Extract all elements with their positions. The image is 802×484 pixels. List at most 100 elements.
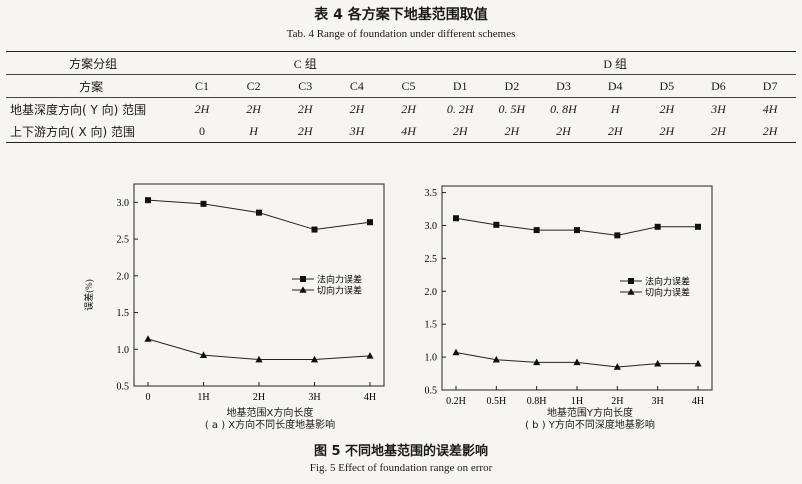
data-point-triangle (255, 355, 263, 363)
x-tick-label: 1H (197, 392, 209, 403)
data-point-square (614, 232, 621, 239)
scheme-cell-7: D2 (486, 74, 538, 98)
y-tick-label: 1.0 (425, 353, 438, 364)
x-range-cell-1: 0 (176, 120, 228, 143)
legend-label-1: 法向力误差 (317, 274, 362, 285)
legend-marker-triangle (299, 286, 307, 293)
scheme-cell-9: D4 (589, 74, 641, 98)
legend-marker-square (300, 276, 306, 282)
group-c-header: C 组 (176, 51, 435, 75)
x-tick-label: 0 (146, 392, 151, 403)
y-tick-label: 2.0 (117, 271, 130, 282)
y-tick-label: 2.5 (117, 235, 130, 246)
row-x-label: 上下游方向( X 向) 范围 (6, 120, 177, 143)
data-point-triangle (199, 351, 208, 358)
chart-b: 0.5 1.0 1.5 2.0 2.5 3.0 3.5 0.2H 0.5H 0.8H 1H 2H 3H 4… (391, 178, 730, 410)
y-range-cell-7: 0. 5H (498, 101, 526, 116)
table-scheme-row: 方案 C1 C2 C3 C4 C5 D1 D2 D3 D4 D5 D6 D7 (6, 74, 796, 98)
x-range-cell-10: 2H (640, 120, 693, 143)
x-range-cell-11: 2H (692, 120, 745, 143)
y-range-cell-3: 2H (297, 101, 313, 116)
y-tick-label: 2.0 (425, 287, 438, 298)
y-range-cell-5: 2H (401, 101, 416, 116)
data-point-square (256, 209, 262, 216)
scheme-cell-6: D1 (434, 74, 487, 98)
scheme-cell-1: C1 (176, 74, 228, 98)
scheme-cell-8: D3 (537, 74, 590, 98)
data-point-square (311, 226, 318, 233)
x-tick-label: 4H (692, 396, 704, 406)
data-point-square (695, 223, 701, 230)
data-point-square (654, 223, 661, 230)
data-point-triangle (654, 359, 662, 367)
x-tick-label: 0.2H (446, 396, 466, 406)
chart-a-xlabel: 地基范围X方向长度 (226, 408, 314, 419)
row-y-label: 地基深度方向( Y 向) 范围 (10, 102, 147, 117)
chart-b-svg: 0.5 1.0 1.5 2.0 2.5 3.0 3.5 0.2H 0.5H 0.8H 1H 2H 3H 4… (391, 185, 713, 407)
data-point-triangle (694, 359, 702, 367)
figure-title-english: Fig. 5 Effect of foundation range on err… (309, 462, 493, 474)
data-point-triangle (452, 348, 460, 356)
y-range-cell-6: 0. 2H (446, 101, 474, 116)
data-point-triangle (492, 355, 500, 363)
y-range-cell-12: 4H (762, 101, 778, 116)
scheme-label: 方案 (6, 74, 177, 98)
y-tick-label: 3.0 (425, 221, 438, 232)
scheme-cell-2: C2 (227, 74, 280, 98)
y-range-cell-10: 2H (659, 101, 675, 116)
y-tick-label: 0.5 (425, 386, 438, 397)
figure-title: 图 5 不同地基范围的误差影响 (313, 444, 489, 459)
data-point-triangle (533, 358, 541, 366)
y-tick-label: 1.5 (117, 308, 130, 319)
scheme-cell-3: C3 (279, 74, 332, 98)
x-tick-label: 3H (308, 392, 320, 403)
group-label: 方案分组 (6, 51, 177, 75)
x-tick-label: 3H (652, 396, 664, 406)
legend-marker-square (628, 278, 634, 284)
x-tick-label: 0.8H (527, 396, 547, 406)
x-range-cell-9: 2H (589, 120, 641, 143)
chart-a: 0.5 1.0 1.5 2.0 2.5 3.0 0 1H 2H 3H 4H 误差(%) 法向力误差 切向力… (80, 178, 400, 410)
legend-marker-triangle (627, 288, 635, 295)
y-tick-label: 2.5 (425, 254, 438, 265)
y-range-cell-4: 2H (349, 101, 365, 116)
x-tick-label: 1H (571, 396, 583, 406)
y-tick-label: 3.0 (117, 198, 130, 209)
data-point-triangle (573, 358, 581, 366)
foundation-range-table: 方案分组 C 组 D 组 方案 C1 C2 C3 C4 C5 D1 D2 D3 D4 D5 D6 D7… (6, 51, 796, 143)
x-range-cell-8: 2H (537, 120, 590, 143)
data-point-square (493, 221, 500, 228)
data-point-triangle (366, 352, 374, 359)
data-point-square (367, 219, 373, 226)
y-range-cell-8: 0. 8H (550, 101, 577, 116)
data-point-triangle (144, 335, 152, 342)
chart-b-xlabel: 地基范围Y方向长度 (546, 408, 634, 419)
chart-b-caption: ( b ) Y方向不同深度地基影响 (525, 420, 655, 431)
legend-label-2: 切向力误差 (317, 285, 362, 296)
x-tick-label: 2H (611, 396, 623, 406)
table-row-y-range: 地基深度方向( Y 向) 范围 2H 2H 2H 2H 2H 0. 2H 0. 5H 0. 8… (6, 98, 796, 121)
table-row-x-range: 上下游方向( X 向) 范围 0 H 2H 3H 4H 2H 2H 2H 2H 2H 2H 2H (6, 120, 796, 143)
y-range-cell-9: H (610, 101, 620, 116)
scheme-cell-10: D5 (640, 74, 693, 98)
x-tick-label: 2H (253, 392, 265, 403)
scheme-cell-5: C5 (382, 74, 435, 98)
data-point-square (574, 227, 580, 234)
x-range-cell-5: 4H (382, 120, 435, 143)
chart-a-caption: ( a ) X方向不同长度地基影响 (204, 420, 336, 431)
legend-label-2: 切向力误差 (645, 287, 690, 298)
data-point-square (453, 215, 459, 222)
y-tick-label: 1.5 (425, 320, 438, 331)
scheme-cell-12: D7 (744, 74, 796, 98)
x-tick-label: 4H (364, 392, 376, 403)
y-tick-label: 0.5 (117, 382, 130, 393)
x-range-cell-3: 2H (279, 120, 332, 143)
x-range-cell-12: 2H (744, 120, 796, 143)
data-point-triangle (613, 363, 621, 370)
x-tick-label: 0.5H (486, 396, 506, 406)
table-title: 表 4 各方案下地基范围取值 (314, 7, 488, 23)
group-d-header: D 组 (434, 51, 796, 75)
table-group-row: 方案分组 C 组 D 组 (6, 51, 796, 75)
data-point-square (200, 200, 207, 207)
x-range-cell-4: 3H (331, 120, 383, 143)
